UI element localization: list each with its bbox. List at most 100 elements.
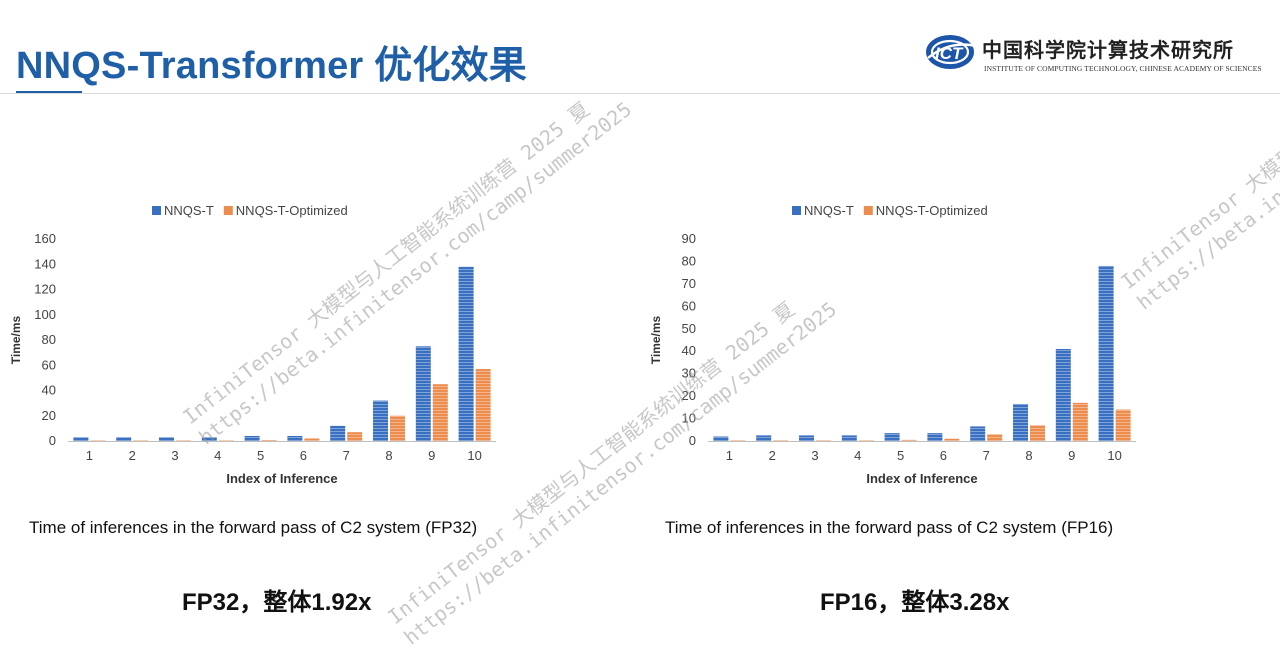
fp16-speedup-summary: FP16，整体3.28x bbox=[820, 589, 1010, 616]
y-tick-label: 80 bbox=[682, 253, 696, 268]
bar-nnqs-t-optimized bbox=[304, 438, 320, 441]
x-tick-label: 10 bbox=[1107, 448, 1121, 463]
legend-label: NNQS-T-Optimized bbox=[236, 203, 348, 218]
fp16-chart-svg: 0 10 20 30 40 50 60 70 80 90 Time/ms 1 2 3 4 5 6 7 8 9 10 Ind… bbox=[649, 203, 1136, 486]
bar-nnqs-t bbox=[159, 437, 174, 441]
bar-nnqs-t-optimized bbox=[773, 440, 789, 441]
x-tick-label: 4 bbox=[214, 448, 221, 463]
x-tick-label: 3 bbox=[811, 448, 818, 463]
bar-nnqs-t-optimized bbox=[1115, 409, 1131, 441]
bar-nnqs-t bbox=[1013, 403, 1028, 441]
bar-nnqs-t-optimized bbox=[176, 440, 191, 441]
bar-nnqs-t-optimized bbox=[987, 434, 1003, 441]
y-tick-label: 90 bbox=[682, 231, 696, 246]
y-tick-label: 160 bbox=[34, 231, 56, 246]
bar-nnqs-t-optimized bbox=[901, 439, 917, 441]
legend-swatch bbox=[863, 206, 873, 215]
x-tick-label: 9 bbox=[428, 448, 435, 463]
x-tick-label: 3 bbox=[171, 448, 178, 463]
y-tick-label: 30 bbox=[682, 366, 696, 381]
x-tick-label: 2 bbox=[129, 448, 136, 463]
bar-nnqs-t bbox=[287, 435, 303, 441]
y-tick-label: 50 bbox=[682, 321, 696, 336]
x-tick-label: 10 bbox=[467, 448, 481, 463]
x-tick-label: 8 bbox=[1025, 448, 1032, 463]
bar-nnqs-t-optimized bbox=[816, 440, 831, 441]
legend-label: NNQS-T bbox=[164, 203, 214, 218]
bar-nnqs-t-optimized bbox=[133, 440, 149, 441]
y-tick-label: 0 bbox=[49, 433, 56, 448]
y-axis-label: Time/ms bbox=[9, 315, 23, 364]
y-tick-label: 0 bbox=[689, 433, 696, 448]
bar-nnqs-t bbox=[799, 435, 814, 441]
institute-name-en: INSTITUTE OF COMPUTING TECHNOLOGY, CHINE… bbox=[984, 64, 1262, 73]
y-tick-label: 70 bbox=[682, 276, 696, 291]
x-tick-label: 1 bbox=[726, 448, 733, 463]
y-tick-label: 40 bbox=[42, 383, 56, 398]
y-tick-label: 140 bbox=[34, 256, 56, 271]
fp16-chart-caption: Time of inferences in the forward pass o… bbox=[665, 518, 1114, 537]
x-tick-label: 4 bbox=[854, 448, 861, 463]
bar-nnqs-t bbox=[970, 426, 986, 441]
slide-title: NNQS-Transformer 优化效果 bbox=[16, 45, 527, 87]
bar-nnqs-t bbox=[244, 435, 260, 441]
x-tick-label: 7 bbox=[343, 448, 350, 463]
bar-nnqs-t-optimized bbox=[475, 369, 491, 441]
x-axis-label: Index of Inference bbox=[866, 471, 977, 486]
y-tick-label: 100 bbox=[34, 307, 56, 322]
fp32-time-chart: 0 20 40 60 80 100 120 140 160 Time/ms 1 2 3 4 5 6 7 8 9 10 I… bbox=[0, 195, 510, 500]
fp32-chart-caption: Time of inferences in the forward pass o… bbox=[29, 518, 478, 537]
y-tick-label: 60 bbox=[682, 298, 696, 313]
bar-nnqs-t bbox=[1055, 348, 1071, 441]
bar-nnqs-t bbox=[756, 435, 772, 441]
legend-swatch bbox=[223, 206, 233, 215]
bar-nnqs-t bbox=[116, 437, 132, 441]
x-tick-label: 5 bbox=[257, 448, 264, 463]
bar-nnqs-t-optimized bbox=[944, 438, 960, 441]
bar-nnqs-t-optimized bbox=[261, 439, 277, 441]
y-tick-label: 20 bbox=[682, 388, 696, 403]
bar-nnqs-t bbox=[415, 346, 431, 441]
header-divider bbox=[0, 93, 1280, 94]
x-tick-label: 1 bbox=[86, 448, 93, 463]
bar-nnqs-t bbox=[330, 425, 346, 441]
y-tick-label: 20 bbox=[42, 408, 56, 423]
bar-nnqs-t bbox=[841, 435, 857, 441]
fp16-time-chart: 0 10 20 30 40 50 60 70 80 90 Time/ms 1 2 3 4 5 6 7 8 9 10 Ind… bbox=[640, 195, 1150, 500]
x-tick-label: 7 bbox=[983, 448, 990, 463]
legend-swatch bbox=[152, 206, 161, 215]
legend-label: NNQS-T bbox=[804, 203, 854, 218]
bar-nnqs-t-optimized bbox=[1072, 402, 1088, 441]
y-tick-label: 10 bbox=[682, 411, 696, 426]
bar-nnqs-t-optimized bbox=[1030, 425, 1045, 441]
x-tick-label: 5 bbox=[897, 448, 904, 463]
legend-label: NNQS-T-Optimized bbox=[876, 203, 988, 218]
bar-nnqs-t bbox=[884, 433, 900, 441]
bar-nnqs-t-optimized bbox=[858, 440, 874, 441]
legend-swatch bbox=[792, 206, 801, 215]
bar-nnqs-t bbox=[927, 433, 943, 441]
y-tick-label: 60 bbox=[42, 357, 56, 372]
bar-nnqs-t-optimized bbox=[218, 440, 234, 441]
bar-nnqs-t-optimized bbox=[90, 440, 106, 441]
title-underline bbox=[16, 91, 82, 93]
x-tick-label: 6 bbox=[300, 448, 307, 463]
bar-nnqs-t-optimized bbox=[390, 415, 405, 441]
x-tick-label: 8 bbox=[385, 448, 392, 463]
bar-nnqs-t-optimized bbox=[432, 384, 448, 441]
x-tick-label: 9 bbox=[1068, 448, 1075, 463]
bar-nnqs-t bbox=[373, 400, 388, 441]
bar-nnqs-t-optimized bbox=[347, 432, 363, 441]
ict-logo-icon: ICT bbox=[926, 35, 977, 69]
x-axis-label: Index of Inference bbox=[226, 471, 337, 486]
fp32-chart-svg: 0 20 40 60 80 100 120 140 160 Time/ms 1 2 3 4 5 6 7 8 9 10 I… bbox=[9, 203, 496, 486]
y-tick-label: 120 bbox=[34, 282, 56, 297]
fp32-speedup-summary: FP32，整体1.92x bbox=[182, 589, 372, 616]
svg-text:ICT: ICT bbox=[935, 44, 964, 63]
institute-logo: ICT 中国科学院计算技术研究所 INSTITUTE OF COMPUTING … bbox=[924, 28, 1262, 78]
bar-nnqs-t bbox=[73, 437, 89, 441]
institute-name-cn: 中国科学院计算技术研究所 bbox=[982, 38, 1234, 62]
bar-nnqs-t bbox=[713, 436, 729, 441]
y-axis-label: Time/ms bbox=[649, 315, 663, 364]
x-tick-label: 6 bbox=[940, 448, 947, 463]
